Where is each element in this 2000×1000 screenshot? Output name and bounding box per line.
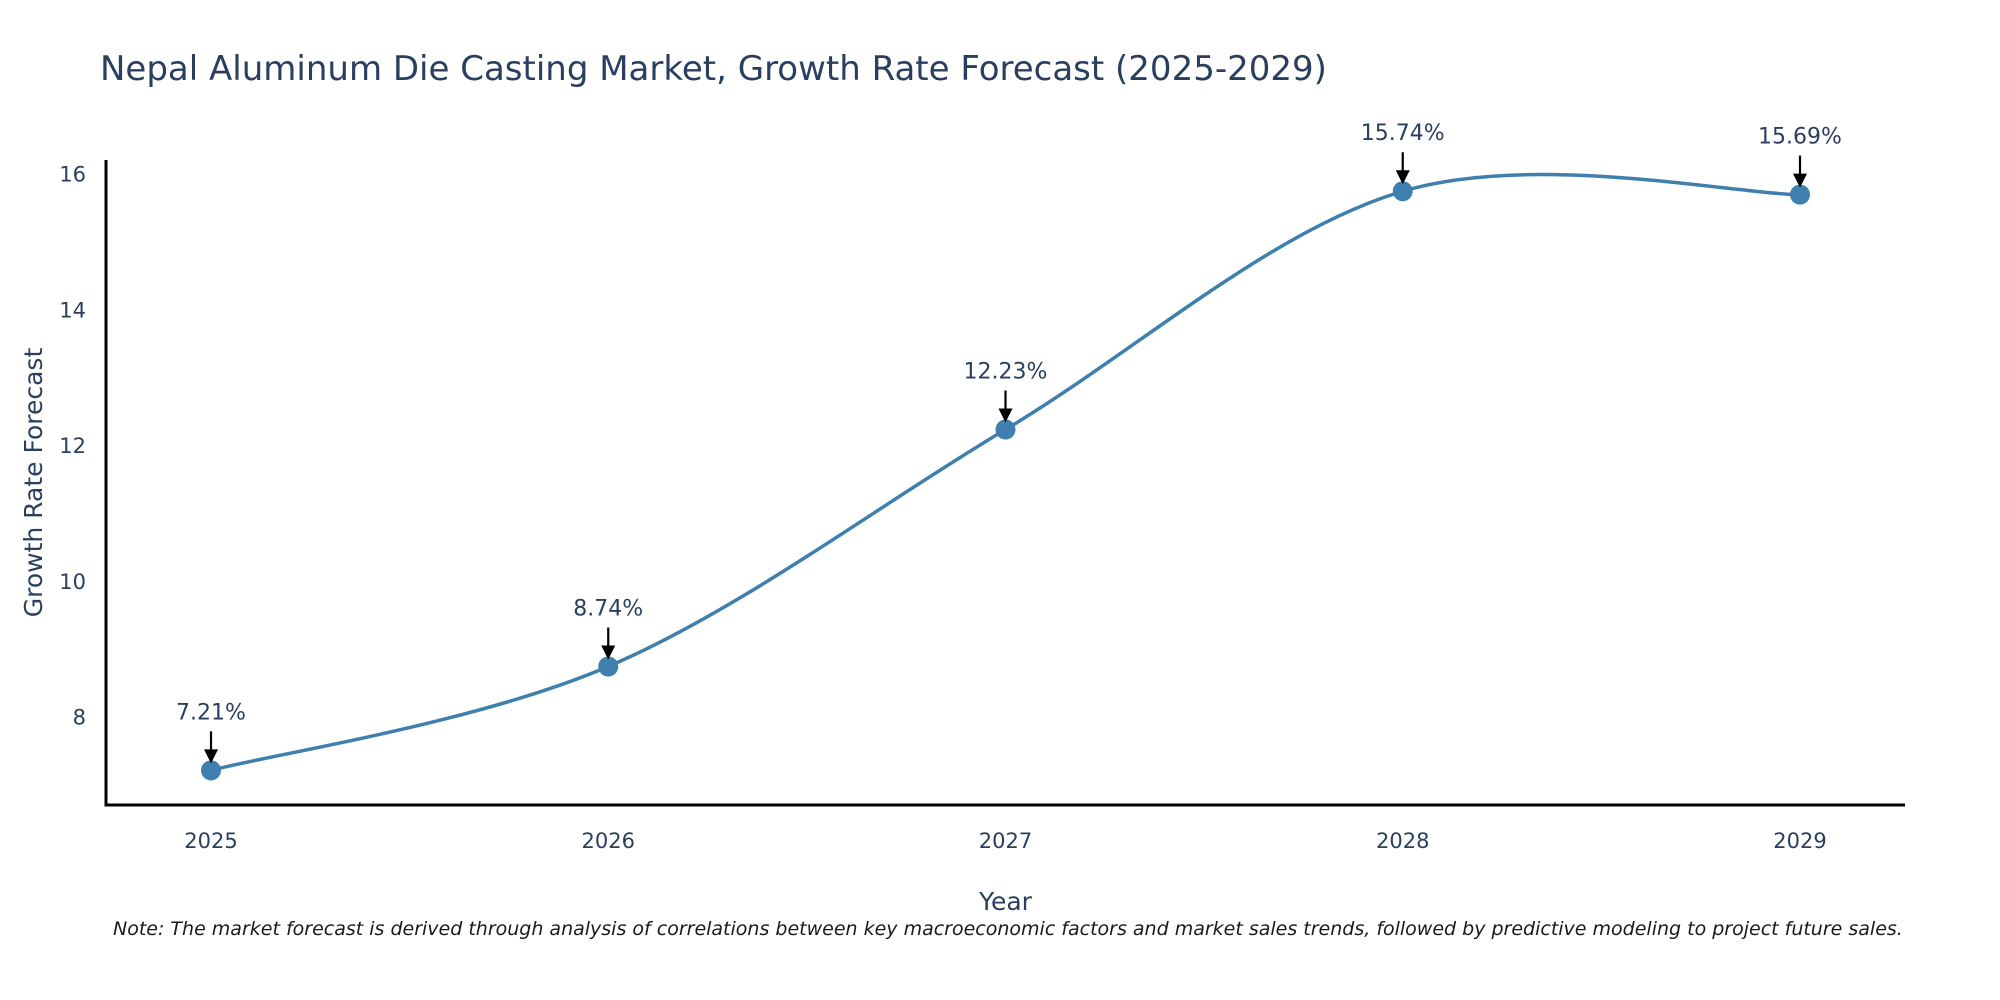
y-ticks: 8 10 12 14 16: [59, 163, 86, 730]
x-ticks: 2025 2026 2027 2028 2029: [184, 829, 1826, 853]
annotation-arrowhead: [1395, 170, 1410, 185]
y-tick-label: 8: [73, 706, 86, 730]
x-tick-label: 2026: [582, 829, 635, 853]
y-axis-title: Growth Rate Forecast: [19, 348, 48, 618]
data-point: [598, 656, 619, 677]
axes: [104, 160, 1905, 807]
data-point: [1790, 184, 1810, 205]
data-point: [995, 419, 1016, 440]
x-tick-label: 2028: [1376, 829, 1429, 853]
y-tick-label: 12: [59, 434, 86, 458]
footnote: Note: The market forecast is derived thr…: [113, 918, 1903, 940]
data-label: 15.74%: [1361, 121, 1445, 146]
y-tick-label: 10: [59, 570, 86, 594]
annotation-arrowhead: [1793, 173, 1807, 188]
series-line: [210, 172, 1801, 773]
annotation-arrowhead: [601, 645, 616, 660]
data-point: [1392, 181, 1413, 202]
chart-title: Nepal Aluminum Die Casting Market, Growt…: [100, 49, 1327, 89]
data-point: [201, 760, 221, 781]
data-label: 7.21%: [176, 700, 246, 725]
data-annotations: 7.21% 8.74% 12.23% 15.74% 15.69%: [176, 121, 1842, 764]
y-tick-label: 14: [59, 298, 86, 322]
data-label: 12.23%: [964, 360, 1048, 385]
x-tick-label: 2029: [1773, 829, 1826, 853]
x-axis-title: Year: [978, 887, 1033, 916]
x-tick-label: 2025: [184, 829, 237, 853]
data-markers: [201, 181, 1810, 781]
data-label: 15.69%: [1758, 125, 1842, 150]
annotation-arrowhead: [998, 408, 1013, 423]
x-tick-label: 2027: [979, 829, 1032, 853]
y-tick-label: 16: [59, 163, 86, 187]
annotation-arrowhead: [204, 749, 218, 764]
data-label: 8.74%: [573, 596, 643, 621]
